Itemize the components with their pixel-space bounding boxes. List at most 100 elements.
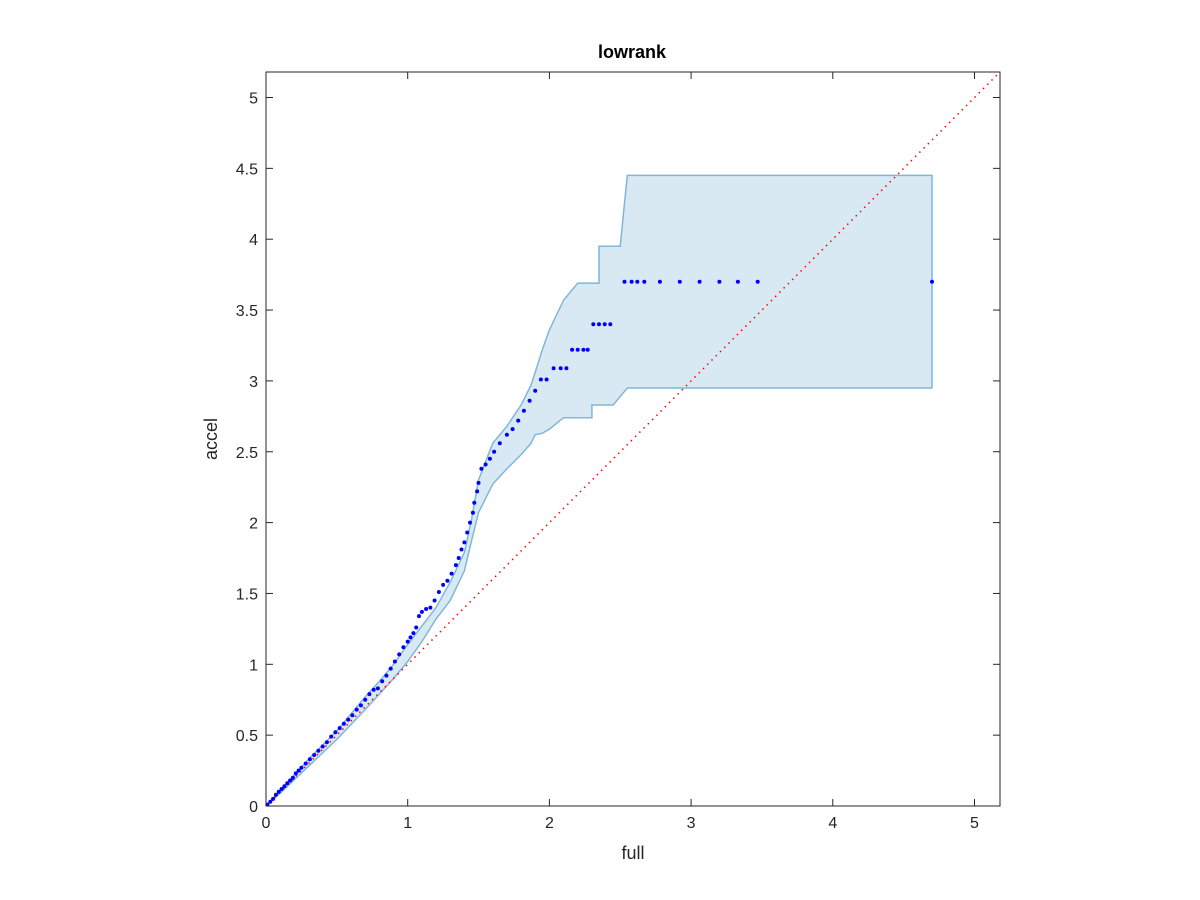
plot-area: [265, 71, 1001, 807]
data-point: [735, 279, 740, 284]
x-tick-label: 1: [403, 815, 412, 832]
data-point: [629, 279, 634, 284]
data-point: [445, 578, 450, 583]
data-point: [288, 778, 293, 783]
y-axis-label: accel: [201, 418, 221, 460]
data-point: [492, 449, 497, 454]
chart-title: lowrank: [598, 42, 667, 62]
data-point: [657, 279, 662, 284]
data-point: [930, 279, 934, 284]
data-point: [538, 377, 543, 382]
data-point: [717, 279, 722, 284]
data-point: [608, 322, 613, 327]
data-point: [324, 740, 329, 745]
data-point: [487, 456, 492, 461]
data-point: [417, 614, 421, 619]
data-point: [424, 607, 429, 611]
data-point: [337, 726, 342, 731]
data-point: [575, 347, 580, 352]
x-tick-label: 0: [262, 815, 271, 832]
data-point: [465, 530, 470, 535]
data-point: [388, 666, 393, 671]
data-point: [346, 717, 351, 722]
data-point: [468, 520, 472, 525]
data-point: [411, 631, 416, 636]
x-tick-label: 5: [970, 815, 979, 832]
x-tick-label: 2: [545, 815, 554, 832]
data-point: [333, 730, 338, 735]
data-point: [459, 547, 464, 552]
data-point: [585, 347, 590, 352]
data-point: [449, 571, 454, 576]
data-point: [397, 652, 402, 657]
data-point: [551, 366, 556, 371]
data-point: [581, 347, 586, 352]
data-point: [476, 480, 481, 485]
data-point: [602, 322, 607, 327]
data-point: [279, 787, 284, 791]
data-point: [516, 418, 521, 423]
data-point: [414, 625, 419, 630]
x-tick-label: 4: [828, 815, 837, 832]
data-point: [497, 441, 502, 446]
y-tick-label: 5: [249, 91, 258, 108]
data-point: [483, 462, 488, 467]
data-point: [312, 753, 317, 757]
reference-diagonal-line: [265, 71, 1001, 807]
y-tick-label: 4.5: [236, 161, 258, 178]
y-tick-label: 1: [249, 657, 258, 674]
y-tick-label: 0.5: [236, 728, 258, 745]
data-point: [570, 347, 575, 352]
data-point: [635, 279, 640, 284]
data-point: [428, 605, 433, 610]
data-point: [392, 659, 397, 664]
y-tick-label: 2.5: [236, 445, 258, 462]
data-point: [591, 322, 596, 327]
data-point: [475, 489, 480, 494]
x-tick-label: 3: [687, 815, 696, 832]
data-point: [341, 721, 346, 726]
data-point: [293, 771, 298, 776]
data-point: [527, 398, 532, 403]
data-point: [462, 540, 467, 545]
data-point: [307, 757, 312, 762]
data-point: [268, 799, 273, 804]
data-point: [558, 366, 563, 371]
data-point: [273, 792, 278, 797]
data-point: [405, 639, 410, 644]
confidence-band: [265, 174, 933, 807]
y-tick-label: 3.5: [236, 303, 258, 320]
data-point: [479, 466, 484, 471]
data-point: [290, 775, 295, 780]
y-tick-label: 3: [249, 374, 258, 391]
data-point: [401, 645, 406, 650]
data-point: [299, 765, 304, 770]
y-tick-label: 4: [249, 232, 258, 249]
data-point: [303, 761, 308, 766]
data-point: [453, 563, 458, 568]
data-point: [697, 279, 702, 284]
data-point: [271, 796, 276, 801]
data-point: [320, 744, 325, 749]
data-point: [285, 781, 290, 786]
data-point: [375, 686, 380, 691]
data-point: [282, 784, 287, 789]
y-tick-label: 2: [249, 516, 258, 533]
data-point: [329, 734, 334, 739]
data-point: [533, 388, 538, 393]
data-point: [642, 279, 647, 284]
data-point: [384, 673, 389, 678]
data-point: [367, 692, 372, 697]
data-point: [755, 279, 760, 284]
data-point: [350, 713, 355, 718]
data-point: [358, 703, 363, 708]
data-point: [296, 768, 301, 773]
data-point: [408, 635, 413, 640]
data-point: [456, 556, 461, 560]
data-point: [432, 598, 437, 603]
data-point: [276, 789, 281, 794]
data-point: [371, 687, 376, 692]
data-point: [436, 590, 441, 594]
axes-frame: [265, 71, 1001, 807]
